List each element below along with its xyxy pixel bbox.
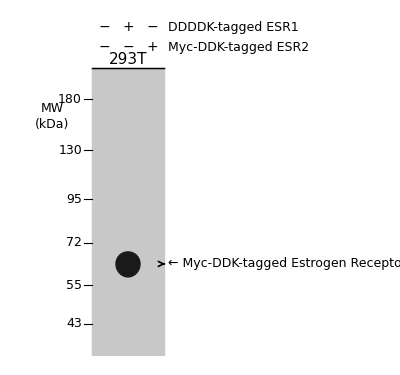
Text: 130: 130 <box>58 144 82 157</box>
Text: −: − <box>122 40 134 54</box>
Text: 95: 95 <box>66 193 82 206</box>
Text: −: − <box>146 20 158 34</box>
Text: 43: 43 <box>66 317 82 330</box>
Text: 180: 180 <box>58 93 82 105</box>
Text: −: − <box>98 20 110 34</box>
Ellipse shape <box>116 252 140 277</box>
Text: +: + <box>122 20 134 34</box>
Text: −: − <box>98 40 110 54</box>
Text: 293T: 293T <box>109 53 147 68</box>
Bar <box>92 68 164 356</box>
Text: +: + <box>146 40 158 54</box>
Text: 55: 55 <box>66 279 82 292</box>
Text: ← Myc-DDK-tagged Estrogen Receptor beta: ← Myc-DDK-tagged Estrogen Receptor beta <box>158 257 400 270</box>
Text: 72: 72 <box>66 237 82 249</box>
Text: DDDDK-tagged ESR1: DDDDK-tagged ESR1 <box>168 21 299 34</box>
Text: Myc-DDK-tagged ESR2: Myc-DDK-tagged ESR2 <box>168 41 309 54</box>
Text: MW
(kDa): MW (kDa) <box>35 102 69 131</box>
